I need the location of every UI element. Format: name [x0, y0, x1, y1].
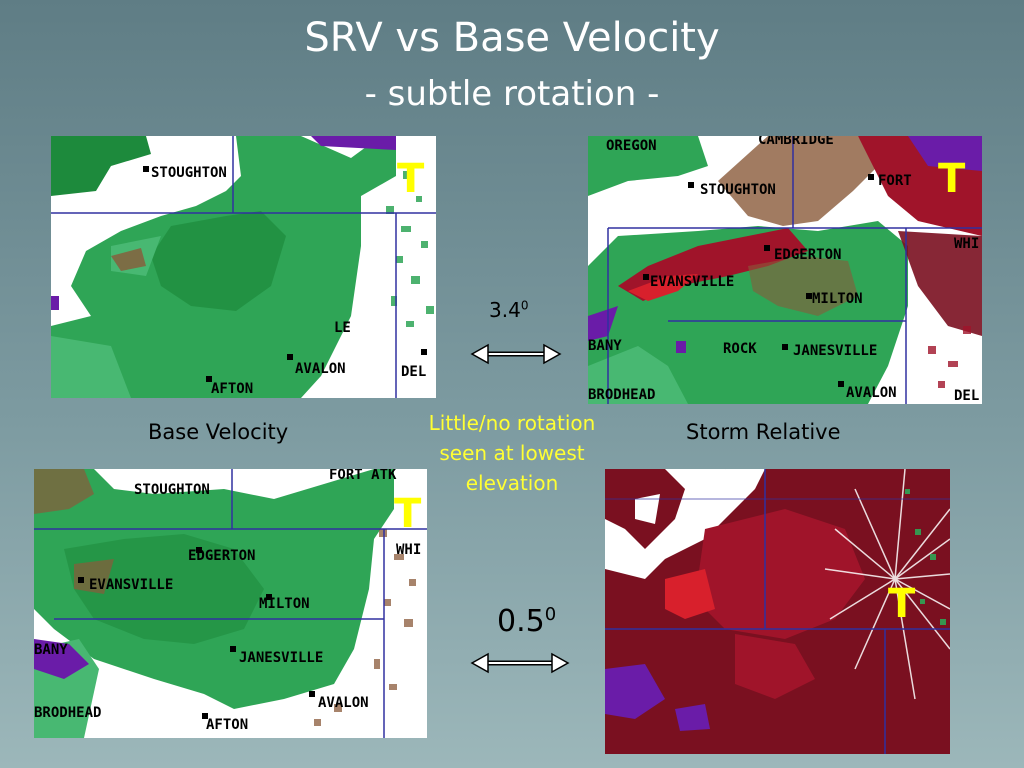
- tornado-marker-icon: T: [394, 491, 422, 537]
- map-place-label: EDGERTON: [188, 548, 255, 564]
- map-place-label: BRODHEAD: [588, 387, 655, 403]
- elevation-angle-bottom: 0.50: [497, 604, 556, 639]
- map-place-label: WHI: [954, 236, 979, 252]
- map-place-label: MILTON: [259, 596, 310, 612]
- elevation-angle-top-value: 3.4: [489, 298, 521, 322]
- map-place-label: AVALON: [846, 385, 897, 401]
- map-place-label: DEL: [954, 388, 979, 404]
- map-place-label: AFTON: [211, 381, 253, 397]
- map-place-label: BRODHEAD: [34, 705, 101, 721]
- map-place-label: FORT ATK: [329, 469, 397, 483]
- map-place-label: STOUGHTON: [151, 165, 227, 181]
- elevation-angle-top-unit: 0: [520, 298, 529, 313]
- note-line: elevation: [465, 471, 559, 495]
- map-place-label: AVALON: [295, 361, 346, 377]
- elevation-angle-bottom-unit: 0: [544, 604, 557, 625]
- map-place-label: AFTON: [206, 717, 248, 733]
- radar-map-storm-relative-3-4: OREGON CAMBRIDGE STOUGHTON FORT EDGERTON…: [588, 136, 982, 404]
- map-place-label: WHI: [396, 542, 421, 558]
- map-place-label: BANY: [588, 338, 622, 354]
- map-place-label: EDGERTON: [774, 247, 841, 263]
- map-place-label: OREGON: [606, 138, 657, 154]
- tornado-marker-icon: T: [888, 581, 916, 627]
- map-place-label: JANESVILLE: [239, 650, 323, 666]
- slide-subtitle: - subtle rotation -: [364, 74, 660, 114]
- tornado-marker-icon: T: [938, 156, 966, 202]
- radar-map-storm-relative-0-5: T: [605, 469, 950, 754]
- map-place-label: EVANSVILLE: [89, 577, 173, 593]
- map-place-label: JANESVILLE: [793, 343, 877, 359]
- map-place-label: BANY: [34, 642, 68, 658]
- map-place-label: DEL: [401, 364, 426, 380]
- map-place-label: LE: [334, 320, 351, 336]
- map-place-label: STOUGHTON: [700, 182, 776, 198]
- map-place-label: EVANSVILLE: [650, 274, 734, 290]
- map-place-label: STOUGHTON: [134, 482, 210, 498]
- radar-map-base-velocity-0-5: STOUGHTON FORT ATK EDGERTON WHI EVANSVIL…: [34, 469, 427, 738]
- double-arrow-icon: [470, 652, 570, 674]
- note-text: Little/no rotation seen at lowest elevat…: [398, 408, 626, 498]
- map-place-label: MILTON: [812, 291, 863, 307]
- map-place-label: ROCK: [723, 341, 757, 357]
- label-base-velocity: Base Velocity: [148, 420, 289, 444]
- double-arrow-icon: [470, 343, 562, 365]
- note-line: Little/no rotation: [428, 411, 596, 435]
- note-line: seen at lowest: [439, 441, 585, 465]
- map-place-label: AVALON: [318, 695, 369, 711]
- elevation-angle-top: 3.40: [489, 298, 528, 322]
- label-storm-relative: Storm Relative: [686, 420, 841, 444]
- map-place-label: FORT: [878, 173, 912, 189]
- map-place-label: CAMBRIDGE: [758, 136, 834, 148]
- radar-map-base-velocity-3-4: STOUGHTON LE AVALON DEL AFTON T: [51, 136, 436, 398]
- slide-title: SRV vs Base Velocity: [304, 15, 720, 61]
- elevation-angle-bottom-value: 0.5: [497, 604, 545, 639]
- tornado-marker-icon: T: [397, 156, 425, 202]
